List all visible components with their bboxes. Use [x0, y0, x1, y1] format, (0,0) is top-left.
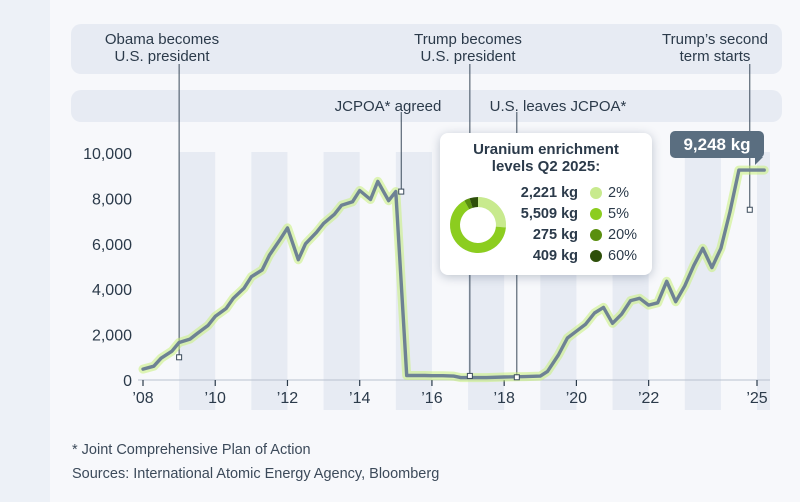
annotation-trump-second-text: Trump’s second term starts	[662, 31, 768, 65]
annotation-jcpoa-agreed: JCPOA* agreed	[318, 98, 458, 115]
year-band	[251, 152, 288, 410]
legend-pct: 60%	[608, 248, 638, 264]
legend-row-60pct: 409 kg 60%	[500, 246, 650, 266]
legend-pct: 5%	[608, 206, 629, 222]
legend-row-20pct: 275 kg 20%	[500, 225, 650, 245]
legend-kg: 2,221 kg	[520, 185, 578, 201]
event-marker	[176, 354, 183, 361]
legend-kg: 409 kg	[532, 248, 578, 264]
callout-tail	[755, 157, 763, 165]
year-band	[179, 152, 216, 410]
legend-title: Uranium enrichment levels Q2 2025:	[473, 141, 619, 175]
x-tick-label: ’12	[277, 390, 298, 407]
y-tick-label: 10,000	[83, 146, 132, 163]
annotation-jcpoa-agreed-text: JCPOA* agreed	[334, 98, 442, 115]
annotation-trump-second: Trump’s second term starts	[640, 31, 790, 65]
legend-swatch	[590, 229, 602, 241]
x-tick-label: ’25	[746, 390, 767, 407]
legend-kg: 5,509 kg	[520, 206, 578, 222]
x-tick-label: ’14	[349, 390, 370, 407]
annotation-us-leaves-text: U.S. leaves JCPOA*	[489, 98, 627, 115]
footnote-jcpoa: * Joint Comprehensive Plan of Action	[72, 442, 311, 458]
x-tick-label: ’16	[421, 390, 442, 407]
series-line	[141, 168, 766, 380]
y-tick-label: 8,000	[92, 191, 132, 208]
enrichment-legend: Uranium enrichment levels Q2 2025: 2,221…	[440, 133, 652, 275]
legend-kg: 275 kg	[532, 227, 578, 243]
annotation-trump-first-text: Trump becomes U.S. president	[414, 31, 522, 65]
legend-swatch	[590, 250, 602, 262]
event-marker	[513, 374, 520, 381]
y-tick-label: 6,000	[92, 237, 132, 254]
donut-slice	[464, 198, 473, 210]
legend-swatch	[590, 187, 602, 199]
donut-slice	[469, 197, 479, 208]
legend-row-2pct: 2,221 kg 2%	[500, 183, 650, 203]
legend-pct: 2%	[608, 185, 629, 201]
annotation-obama-text: Obama becomes U.S. president	[104, 31, 220, 65]
x-tick-label: ’10	[205, 390, 226, 407]
annotation-band-mid	[71, 90, 782, 122]
event-marker	[398, 188, 405, 195]
enrichment-donut	[450, 197, 506, 253]
annotation-us-leaves: U.S. leaves JCPOA*	[478, 98, 638, 115]
legend-swatch	[590, 208, 602, 220]
x-tick-label: ’18	[493, 390, 514, 407]
latest-value-callout: 9,248 kg	[670, 131, 764, 158]
footnote-sources: Sources: International Atomic Energy Age…	[72, 466, 440, 482]
annotation-trump-first: Trump becomes U.S. president	[390, 31, 546, 65]
x-tick-label: ’08	[132, 390, 153, 407]
annotation-obama: Obama becomes U.S. president	[84, 31, 240, 65]
x-tick-label: ’22	[638, 390, 659, 407]
event-marker	[746, 206, 753, 213]
x-tick-label: ’20	[566, 390, 587, 407]
annotation-band-top	[71, 24, 782, 74]
year-band	[757, 152, 770, 410]
donut-slice	[477, 197, 506, 228]
left-strip	[0, 0, 50, 502]
donut-slice	[450, 200, 506, 253]
y-tick-label: 0	[123, 373, 132, 390]
legend-row-5pct: 5,509 kg 5%	[500, 204, 650, 224]
event-marker	[466, 372, 473, 379]
legend-pct: 20%	[608, 227, 638, 243]
y-tick-label: 2,000	[92, 328, 132, 345]
y-tick-label: 4,000	[92, 282, 132, 299]
